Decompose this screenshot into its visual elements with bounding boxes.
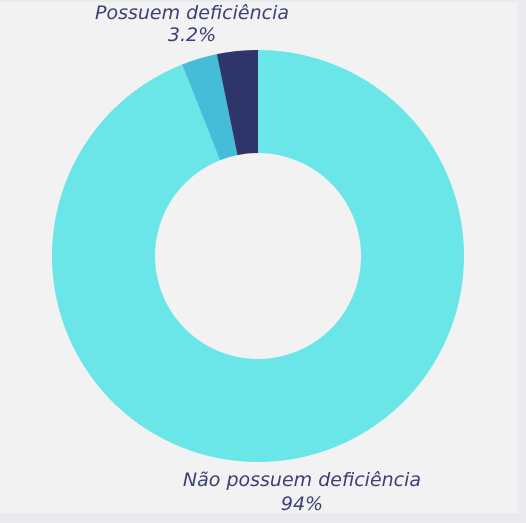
slice-label-nao-possuem-deficiencia: Não possuem deficiência xyxy=(183,469,421,491)
donut-slice-2 xyxy=(216,50,258,156)
slice-label-possuem-deficiencia: Possuem deficiência xyxy=(95,2,289,24)
donut-slices xyxy=(51,50,464,462)
label-possuem-deficiencia: Possuem deficiência 3.2% xyxy=(95,2,289,46)
slice-value-nao-possuem-deficiencia: 94% xyxy=(281,493,323,515)
slice-value-possuem-deficiencia: 3.2% xyxy=(168,24,216,46)
label-nao-possuem-deficiencia: Não possuem deficiência 94% xyxy=(183,469,421,515)
donut-slice-0 xyxy=(51,50,464,462)
donut-slice-1 xyxy=(182,54,238,161)
